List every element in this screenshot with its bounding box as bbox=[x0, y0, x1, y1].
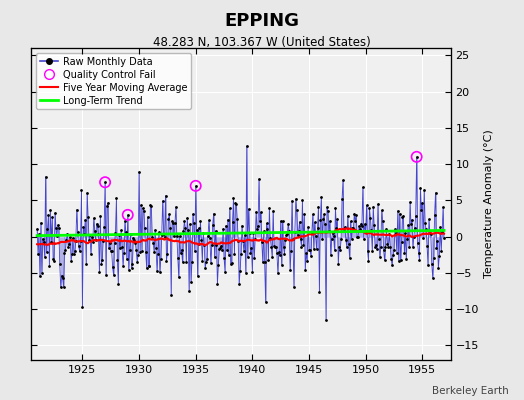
Legend: Raw Monthly Data, Quality Control Fail, Five Year Moving Average, Long-Term Tren: Raw Monthly Data, Quality Control Fail, … bbox=[36, 53, 191, 109]
Point bbox=[412, 154, 421, 160]
Point bbox=[124, 212, 132, 218]
Text: 48.283 N, 103.367 W (United States): 48.283 N, 103.367 W (United States) bbox=[153, 36, 371, 49]
Point bbox=[101, 179, 110, 186]
Text: EPPING: EPPING bbox=[224, 12, 300, 30]
Point bbox=[192, 183, 200, 189]
Text: Berkeley Earth: Berkeley Earth bbox=[432, 386, 508, 396]
Y-axis label: Temperature Anomaly (°C): Temperature Anomaly (°C) bbox=[484, 130, 495, 278]
